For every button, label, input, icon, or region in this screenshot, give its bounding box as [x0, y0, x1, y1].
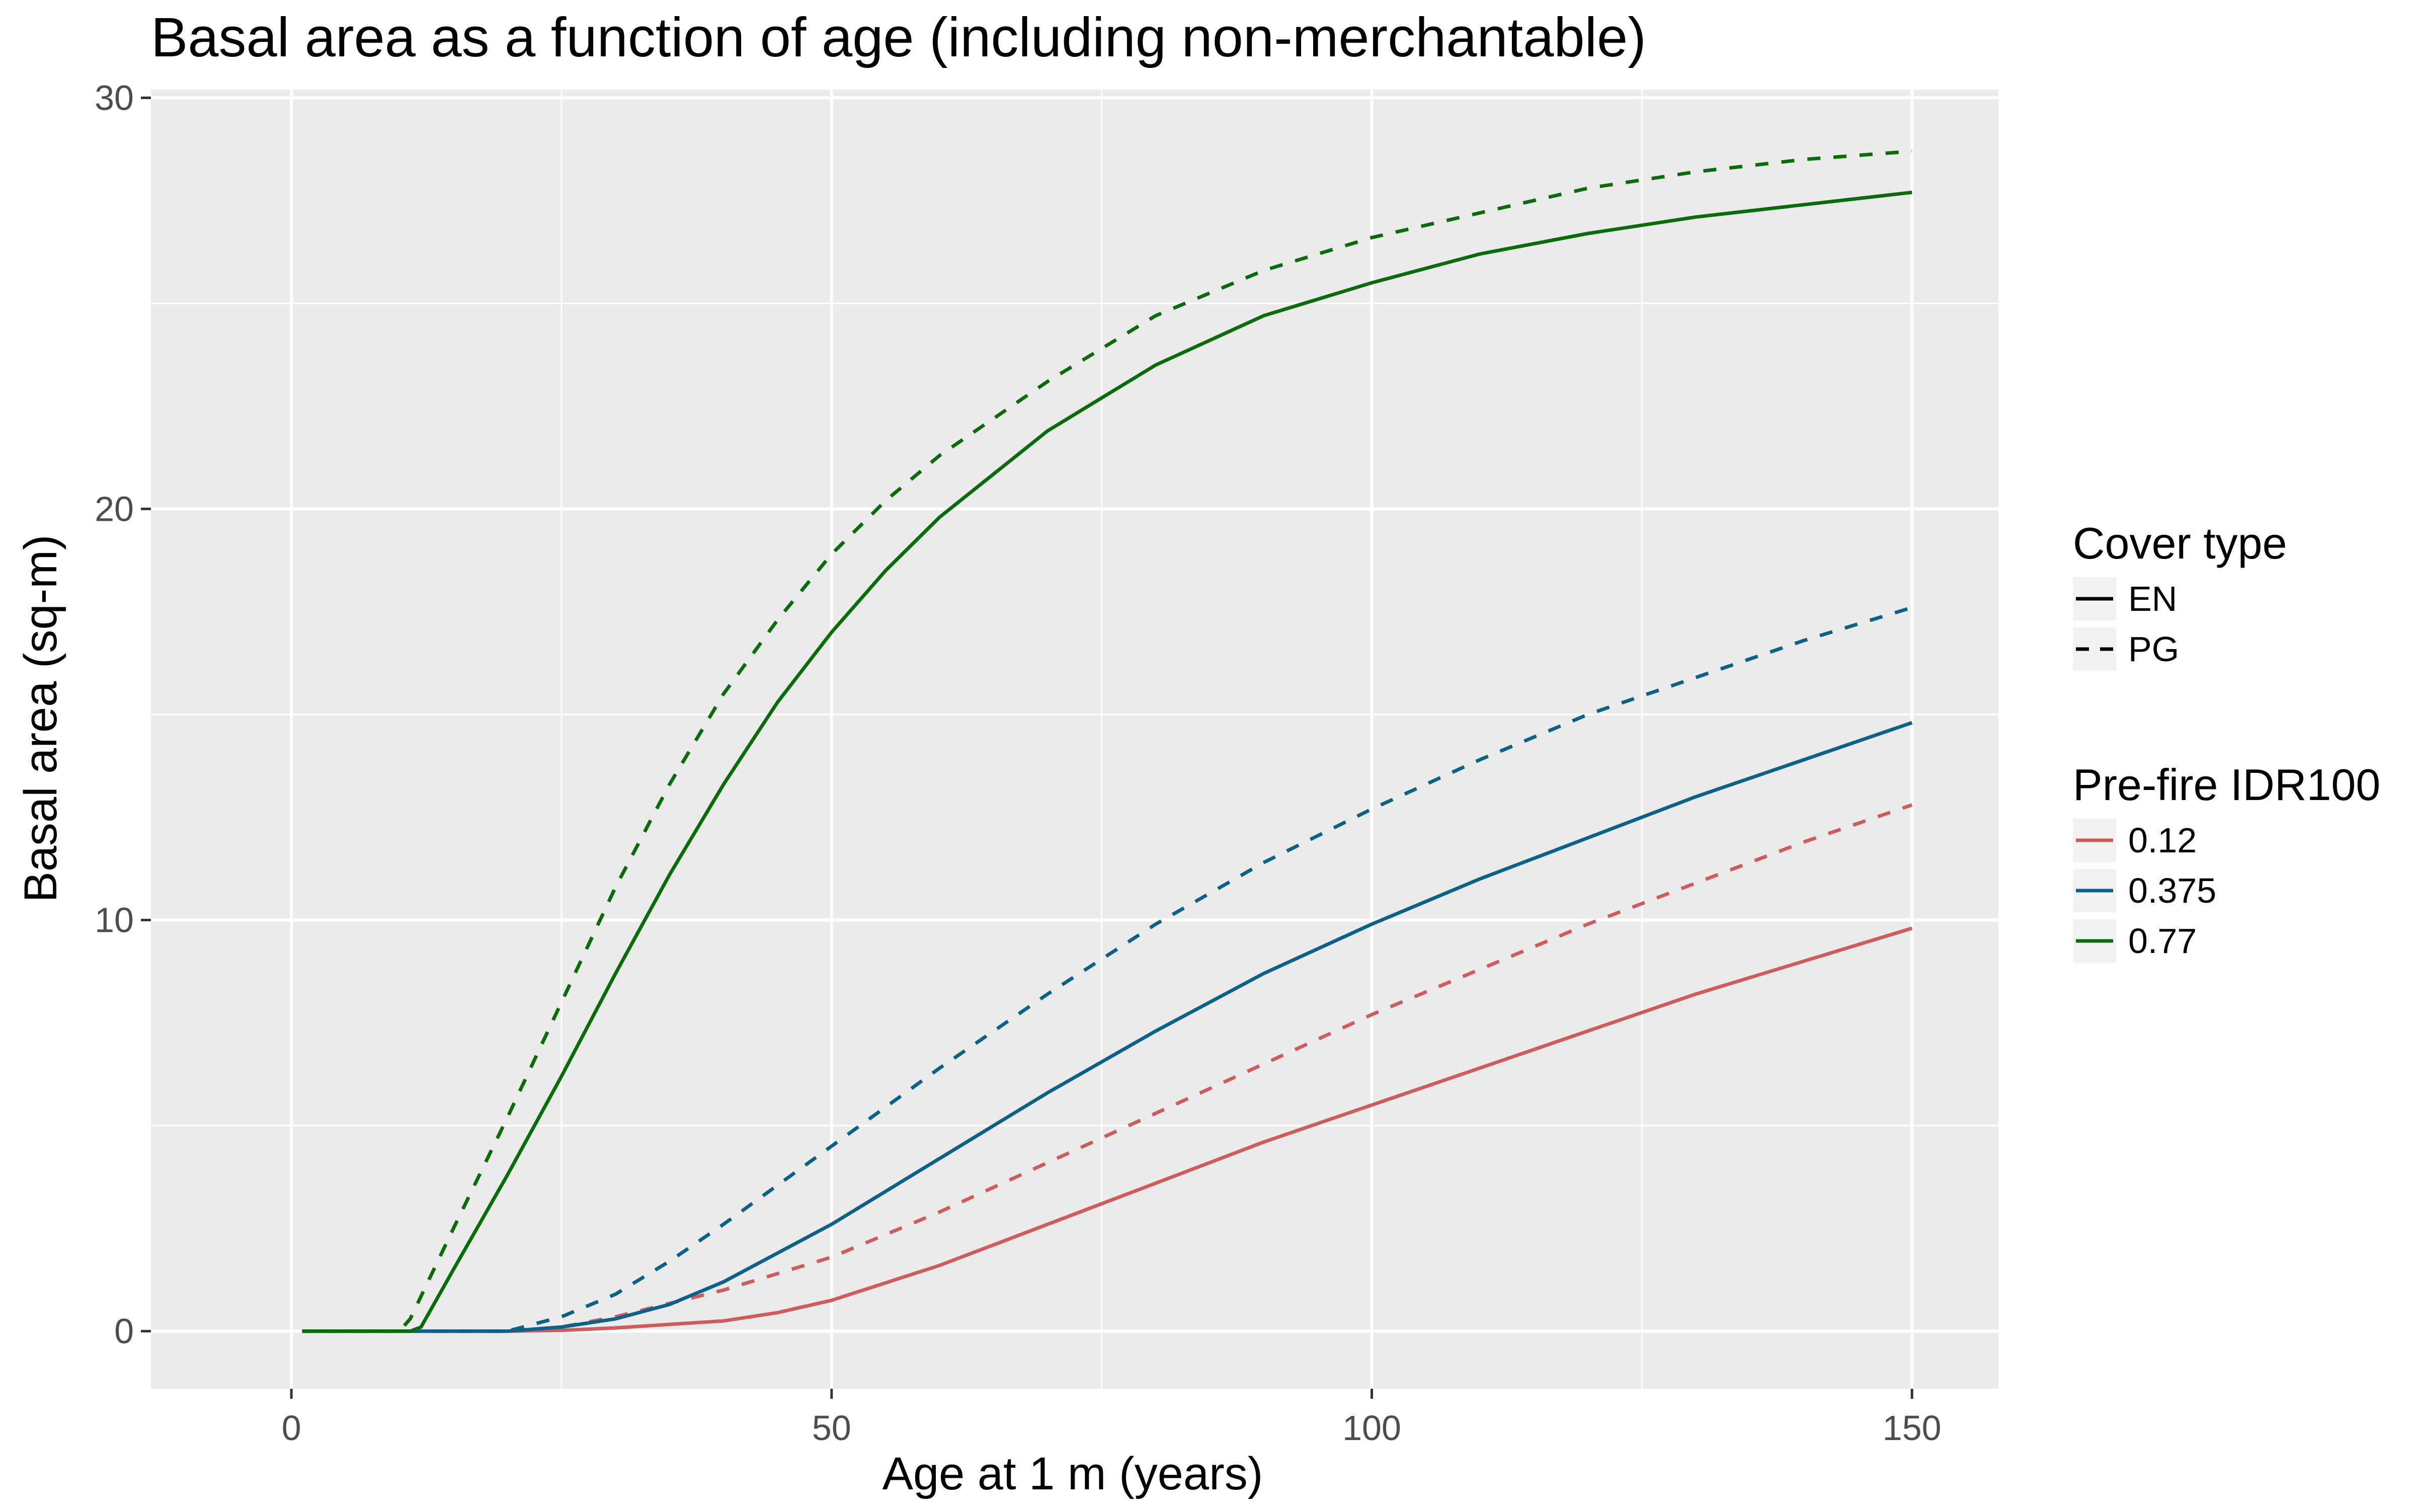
axes: 0 50 100 150 0 10 20 30 [95, 78, 1941, 1448]
legend: Cover type Pre-fire IDR100 EN PG 0.12 0.375… [2073, 518, 2380, 963]
legend-title-idr: Pre-fire IDR100 [2073, 760, 2380, 810]
plot-panel [151, 90, 1998, 1389]
x-tick-label: 50 [812, 1408, 851, 1448]
series-line-pg-0p12 [302, 803, 1913, 1333]
x-axis-label: Age at 1 m (years) [882, 1448, 1263, 1499]
y-tick-label: 30 [95, 78, 134, 117]
y-tick-label: 10 [95, 901, 134, 940]
series-line-pg-0p375 [302, 606, 1913, 1333]
x-tick-label: 150 [1883, 1408, 1942, 1448]
y-tick-label: 0 [114, 1312, 134, 1351]
y-axis-label: Basal area (sq-m) [15, 534, 66, 902]
chart-title: Basal area as a function of age (includi… [151, 7, 1646, 68]
panel-background [151, 90, 1998, 1389]
legend-label-0p375: 0.375 [2128, 871, 2216, 910]
x-tick-label: 100 [1342, 1408, 1401, 1448]
legend-label-0p12: 0.12 [2128, 821, 2197, 860]
legend-label-en: EN [2128, 579, 2177, 618]
series-lines [302, 149, 1913, 1333]
series-line-en-0p375 [302, 721, 1913, 1333]
series-line-en-0p77 [302, 190, 1912, 1333]
y-tick-label: 20 [95, 489, 134, 528]
legend-title-cover-type: Cover type [2073, 518, 2287, 568]
series-line-pg-0p77 [302, 149, 1912, 1333]
legend-label-0p77: 0.77 [2128, 921, 2197, 961]
legend-label-pg: PG [2128, 629, 2179, 669]
x-tick-label: 0 [282, 1408, 301, 1448]
series-line-en-0p12 [302, 926, 1913, 1333]
